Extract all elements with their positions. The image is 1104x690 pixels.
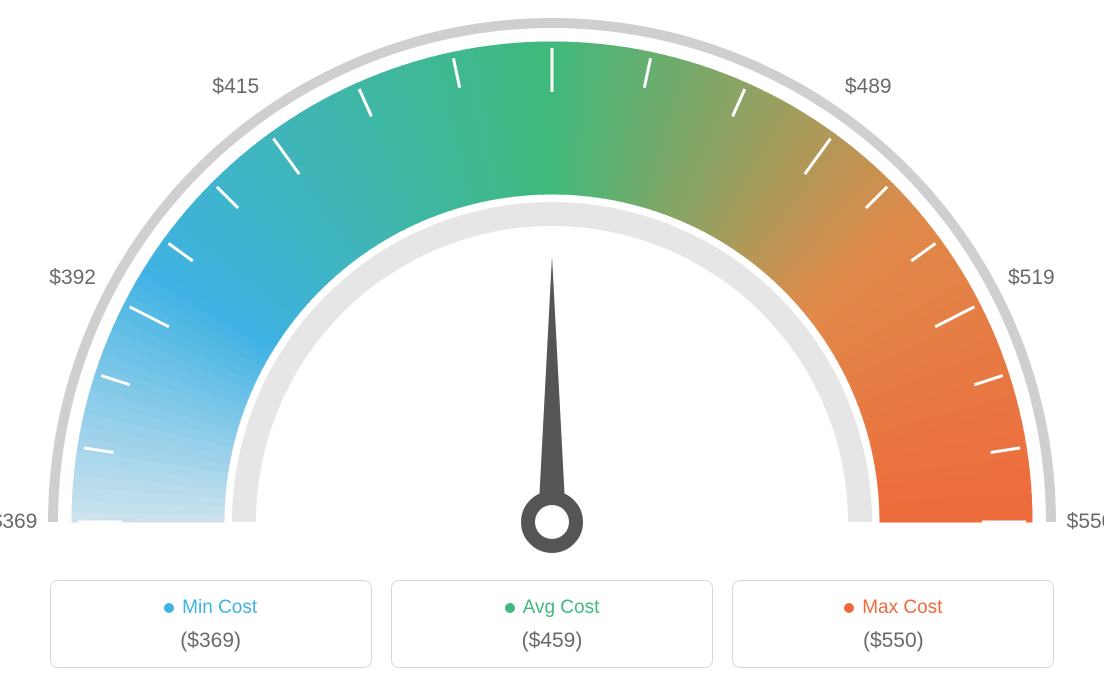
- legend-value-max: ($550): [743, 629, 1043, 653]
- legend-card-max: Max Cost ($550): [732, 580, 1054, 668]
- gauge-tick-label: $369: [0, 510, 37, 534]
- legend-value-min: ($369): [61, 629, 361, 653]
- gauge-tick-label: $519: [1008, 266, 1055, 290]
- gauge-svg: [0, 0, 1104, 560]
- legend-dot-max: [844, 603, 854, 613]
- legend-card-min: Min Cost ($369): [50, 580, 372, 668]
- legend-card-avg: Avg Cost ($459): [391, 580, 713, 668]
- legend-name-max: Max Cost: [862, 597, 942, 619]
- gauge-tick-label: $392: [49, 266, 96, 290]
- gauge-tick-label: $415: [212, 75, 259, 99]
- gauge-tick-label: $550: [1067, 510, 1104, 534]
- legend-value-avg: ($459): [402, 629, 702, 653]
- legend-name-min: Min Cost: [182, 597, 257, 619]
- legend-row: Min Cost ($369) Avg Cost ($459) Max Cost…: [0, 580, 1104, 668]
- legend-dot-min: [164, 603, 174, 613]
- gauge-tick-label: $489: [845, 75, 892, 99]
- legend-name-avg: Avg Cost: [523, 597, 600, 619]
- chart-container: $369$392$415$459$489$519$550 Min Cost ($…: [0, 0, 1104, 690]
- legend-dot-avg: [505, 603, 515, 613]
